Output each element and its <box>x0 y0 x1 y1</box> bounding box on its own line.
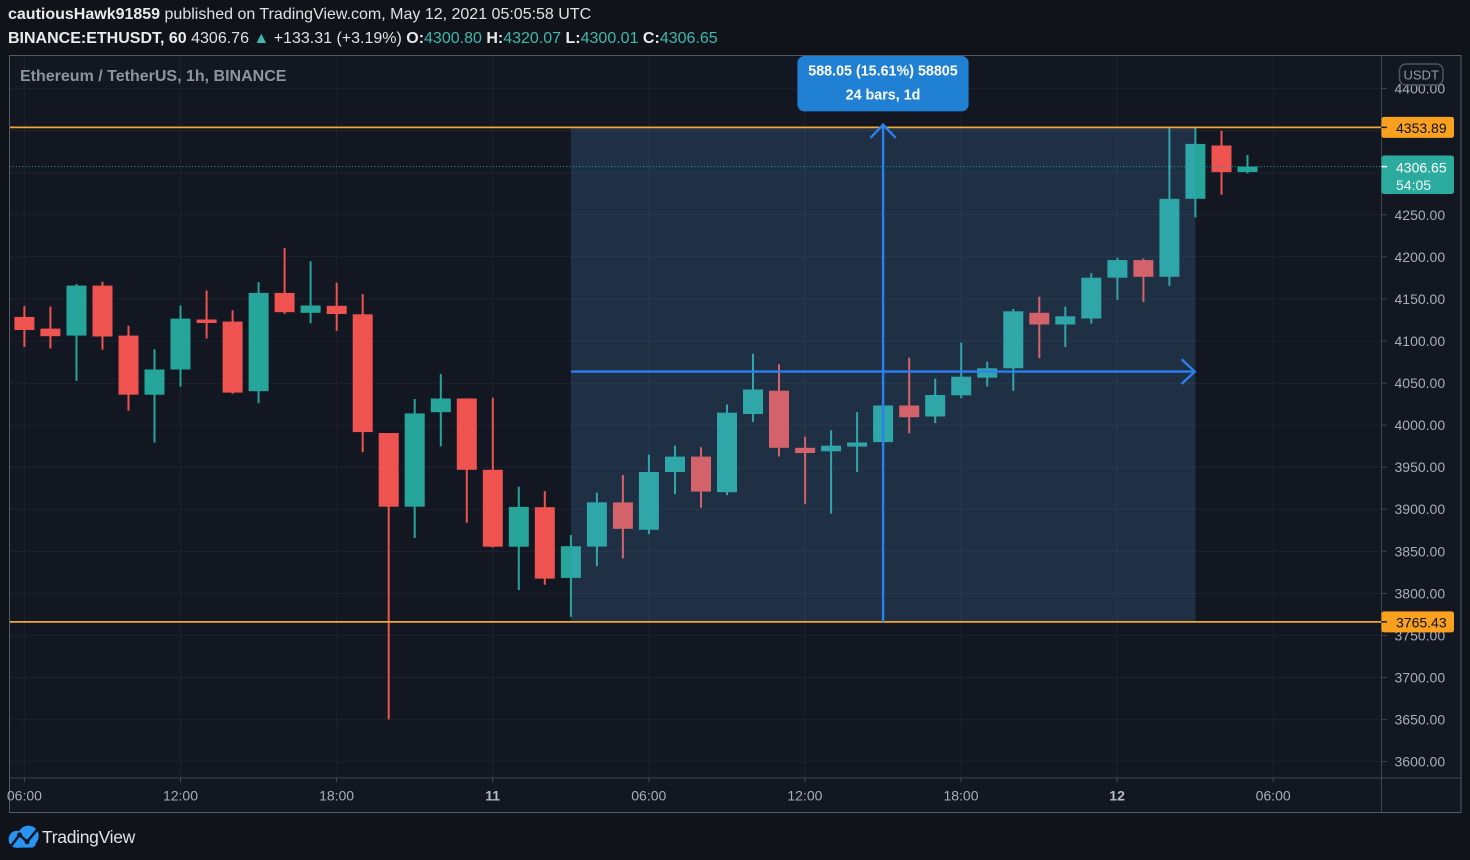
svg-text:4306.65: 4306.65 <box>1396 159 1447 175</box>
svg-text:3800.00: 3800.00 <box>1395 585 1446 601</box>
svg-text:4200.00: 4200.00 <box>1395 249 1446 265</box>
svg-text:3950.00: 3950.00 <box>1395 459 1446 475</box>
svg-text:USDT: USDT <box>1404 68 1439 83</box>
svg-text:4000.00: 4000.00 <box>1395 417 1446 433</box>
svg-text:4100.00: 4100.00 <box>1395 333 1446 349</box>
svg-text:06:00: 06:00 <box>631 788 666 804</box>
svg-text:12: 12 <box>1109 788 1125 804</box>
svg-text:TradingView: TradingView <box>42 827 136 847</box>
svg-text:06:00: 06:00 <box>1256 788 1291 804</box>
svg-text:3765.43: 3765.43 <box>1396 614 1447 630</box>
svg-text:4250.00: 4250.00 <box>1395 207 1446 223</box>
svg-text:12:00: 12:00 <box>787 788 822 804</box>
svg-text:4050.00: 4050.00 <box>1395 375 1446 391</box>
svg-text:3850.00: 3850.00 <box>1395 543 1446 559</box>
svg-text:588.05 (15.61%) 58805: 588.05 (15.61%) 58805 <box>808 64 957 80</box>
svg-text:54:05: 54:05 <box>1396 177 1431 193</box>
svg-text:18:00: 18:00 <box>319 788 354 804</box>
svg-text:4353.89: 4353.89 <box>1396 120 1447 136</box>
svg-text:3900.00: 3900.00 <box>1395 501 1446 517</box>
svg-text:3600.00: 3600.00 <box>1395 754 1446 770</box>
svg-text:24 bars, 1d: 24 bars, 1d <box>846 88 921 104</box>
svg-text:18:00: 18:00 <box>943 788 978 804</box>
svg-text:4150.00: 4150.00 <box>1395 291 1446 307</box>
svg-text:Ethereum / TetherUS, 1h, BINAN: Ethereum / TetherUS, 1h, BINANCE <box>20 68 287 85</box>
svg-text:3650.00: 3650.00 <box>1395 712 1446 728</box>
svg-text:06:00: 06:00 <box>7 788 42 804</box>
svg-text:11: 11 <box>485 788 500 804</box>
svg-text:12:00: 12:00 <box>163 788 198 804</box>
svg-text:3700.00: 3700.00 <box>1395 670 1446 686</box>
